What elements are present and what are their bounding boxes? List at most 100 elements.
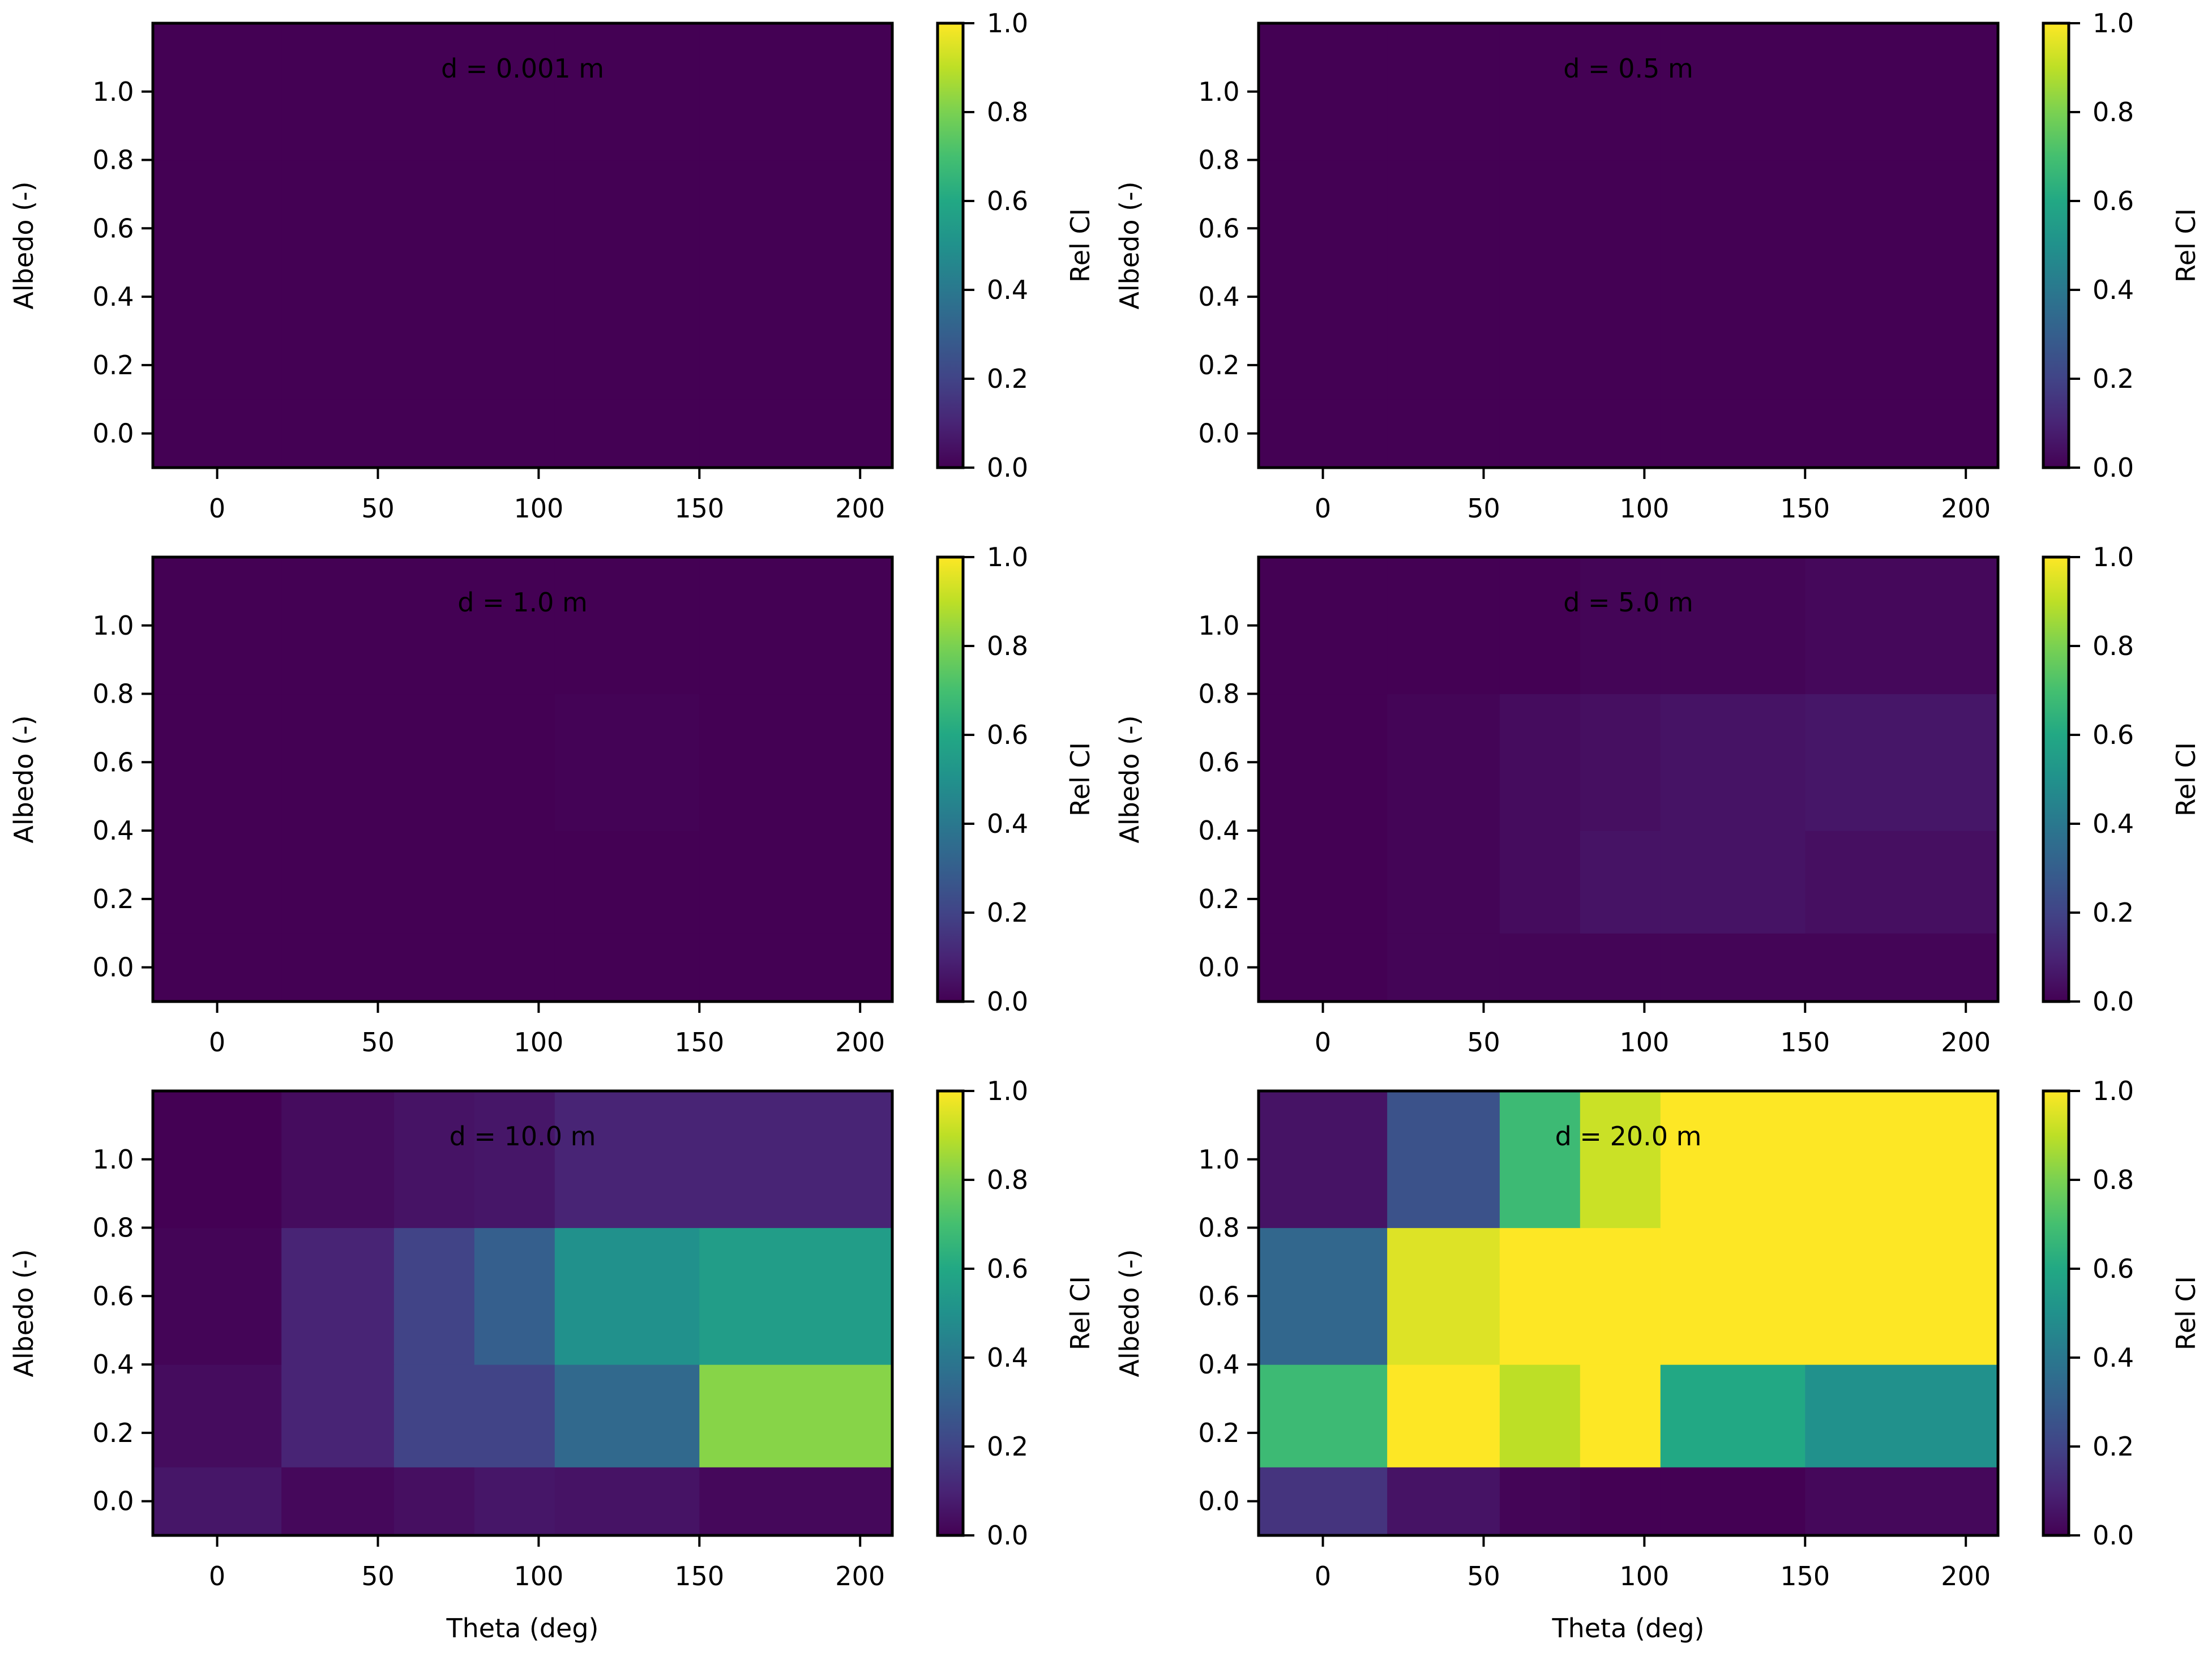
heatmap-cell-r2-c5 bbox=[1805, 1227, 1999, 1365]
y-axis-label: Albedo (-) bbox=[1114, 1249, 1145, 1377]
heatmap-cell-r1-c5 bbox=[1805, 831, 1999, 934]
colorbar-tick-label: 0.2 bbox=[987, 363, 1028, 394]
heatmap-cell-r3-c0 bbox=[153, 23, 282, 161]
heatmap-cell-r2-c0 bbox=[153, 694, 282, 831]
heatmap-cell-r1-c3 bbox=[1580, 831, 1661, 934]
heatmap-cell-r3-c4 bbox=[554, 1091, 700, 1229]
y-tick-label: 0.0 bbox=[92, 1486, 134, 1517]
heatmap-cell-r3-c1 bbox=[281, 557, 395, 695]
x-tick-label: 50 bbox=[1467, 1027, 1500, 1058]
y-tick-label: 0.4 bbox=[1198, 281, 1239, 312]
panel-title: d = 10.0 m bbox=[450, 1121, 596, 1152]
heatmap-cell-r3-c0 bbox=[1259, 23, 1388, 161]
colorbar-tick-label: 0.0 bbox=[987, 452, 1028, 483]
y-tick-label: 0.0 bbox=[92, 952, 134, 983]
heatmap-cell-r1-c2 bbox=[1499, 831, 1581, 934]
heatmap-cell-r1-c4 bbox=[554, 297, 700, 400]
x-tick-label: 50 bbox=[361, 1027, 395, 1058]
heatmap-cell-r1-c1 bbox=[1387, 831, 1500, 934]
y-tick-label: 0.4 bbox=[1198, 815, 1239, 846]
heatmap-cell-r0-c5 bbox=[1805, 933, 1999, 1002]
heatmap-cell-r3-c4 bbox=[1660, 23, 1805, 161]
x-tick-label: 0 bbox=[1315, 1027, 1331, 1058]
heatmap-cell-r1-c4 bbox=[1660, 1364, 1805, 1467]
heatmap-cell-r1-c2 bbox=[393, 297, 475, 400]
heatmap-cell-r0-c4 bbox=[1660, 933, 1805, 1002]
panel-title: d = 5.0 m bbox=[1563, 587, 1693, 618]
heatmap-cell-r0-c4 bbox=[1660, 1467, 1805, 1536]
colorbar-tick-label: 0.8 bbox=[987, 631, 1028, 661]
colorbar-tick-label: 1.0 bbox=[2093, 542, 2134, 572]
colorbar-tick-label: 0.2 bbox=[2093, 363, 2134, 394]
heatmap-cell-r3-c1 bbox=[1387, 1091, 1500, 1229]
heatmap-cell-r0-c4 bbox=[1660, 399, 1805, 468]
colorbar-tick-label: 0.0 bbox=[2093, 1520, 2134, 1551]
heatmap-cells bbox=[1259, 23, 1999, 468]
heatmap-cell-r1-c2 bbox=[1499, 297, 1581, 400]
heatmap-cell-r2-c5 bbox=[699, 160, 893, 297]
heatmap-cell-r0-c0 bbox=[1259, 1467, 1388, 1536]
colorbar-gradient bbox=[2043, 1091, 2069, 1535]
x-tick-label: 100 bbox=[1619, 1027, 1669, 1058]
heatmap-cell-r0-c1 bbox=[1387, 933, 1500, 1002]
heatmap-cell-r0-c0 bbox=[153, 933, 282, 1002]
axes-frame bbox=[1257, 555, 2000, 1003]
heatmap-panel-5: d = 10.0 m 0 50 100 150 200 0.0 0.2 0.4 0.6 0.8 1.0… bbox=[8, 1076, 1096, 1644]
heatmap-cell-r3-c3 bbox=[474, 557, 555, 695]
y-tick-label: 1.0 bbox=[92, 1144, 134, 1175]
heatmap-cell-r3-c4 bbox=[1660, 1091, 1805, 1229]
panel-title: d = 0.001 m bbox=[441, 53, 604, 84]
heatmap-cell-r3-c1 bbox=[281, 1091, 395, 1229]
heatmap-cell-r3-c2 bbox=[393, 557, 475, 695]
heatmap-cell-r3-c4 bbox=[554, 557, 700, 695]
heatmap-cell-r0-c3 bbox=[474, 399, 555, 468]
colorbar-frame bbox=[2042, 555, 2070, 1003]
heatmap-cell-r0-c0 bbox=[1259, 399, 1388, 468]
y-tick-label: 0.8 bbox=[1198, 679, 1239, 709]
y-axis-label: Albedo (-) bbox=[8, 181, 39, 309]
heatmap-cell-r3-c5 bbox=[1805, 557, 1999, 695]
colorbar-gradient bbox=[938, 557, 963, 1002]
heatmap-cell-r1-c0 bbox=[153, 831, 282, 934]
colorbar-tick-label: 0.4 bbox=[2093, 1342, 2134, 1373]
y-tick-label: 0.8 bbox=[92, 145, 134, 176]
colorbar-tick-label: 0.8 bbox=[2093, 1165, 2134, 1195]
colorbar-tick-label: 1.0 bbox=[2093, 1076, 2134, 1106]
y-tick-label: 0.6 bbox=[1198, 213, 1239, 243]
y-tick-label: 0.2 bbox=[92, 884, 134, 914]
heatmap-cell-r3-c3 bbox=[1580, 23, 1661, 161]
heatmap-cell-r2-c2 bbox=[1499, 1227, 1581, 1365]
heatmap-cells bbox=[1259, 557, 1999, 1002]
heatmap-cell-r3-c3 bbox=[1580, 1091, 1661, 1229]
y-axis-label: Albedo (-) bbox=[8, 1249, 39, 1377]
colorbar-tick-label: 1.0 bbox=[987, 8, 1028, 38]
colorbar-frame bbox=[936, 22, 965, 469]
heatmap-cell-r1-c3 bbox=[1580, 1364, 1661, 1467]
colorbar-frame bbox=[936, 555, 965, 1003]
heatmap-cell-r3-c2 bbox=[1499, 1091, 1581, 1229]
x-axis-label: Theta (deg) bbox=[1552, 1613, 1705, 1644]
heatmap-cell-r1-c1 bbox=[281, 297, 395, 400]
heatmap-cell-r3-c0 bbox=[1259, 1091, 1388, 1229]
y-tick-label: 0.4 bbox=[92, 281, 134, 312]
colorbar: 0.0 0.2 0.4 0.6 0.8 1.0 Rel CI bbox=[2042, 1076, 2201, 1551]
panels: d = 0.001 m 0 50 100 150 200 0.0 0.2 0.4 0.6 0.8 1.… bbox=[8, 8, 2201, 1644]
heatmap-panel-2: d = 0.5 m 0 50 100 150 200 0.0 0.2 0.4 0.6 0.8 1.0 A… bbox=[1114, 8, 2201, 524]
y-tick-label: 0.8 bbox=[92, 1213, 134, 1243]
heatmap-cell-r2-c2 bbox=[393, 160, 475, 297]
x-tick-label: 100 bbox=[514, 493, 563, 524]
y-tick-label: 0.8 bbox=[92, 679, 134, 709]
x-axis-label: Theta (deg) bbox=[446, 1613, 599, 1644]
colorbar-tick-label: 0.6 bbox=[987, 720, 1028, 750]
y-tick-label: 1.0 bbox=[1198, 610, 1239, 641]
x-tick-label: 100 bbox=[1619, 1561, 1669, 1591]
heatmap-panel-6: d = 20.0 m 0 50 100 150 200 0.0 0.2 0.4 0.6 0.8 1.0… bbox=[1114, 1076, 2201, 1644]
heatmap-cell-r1-c5 bbox=[1805, 1364, 1999, 1467]
colorbar-tick-label: 0.2 bbox=[987, 897, 1028, 928]
heatmap-cell-r1-c1 bbox=[1387, 297, 1500, 400]
y-tick-label: 0.0 bbox=[1198, 418, 1239, 449]
colorbar: 0.0 0.2 0.4 0.6 0.8 1.0 Rel CI bbox=[936, 1076, 1096, 1551]
y-tick-label: 0.6 bbox=[92, 213, 134, 243]
heatmap-cell-r0-c1 bbox=[281, 933, 395, 1002]
heatmap-cell-r3-c2 bbox=[1499, 23, 1581, 161]
